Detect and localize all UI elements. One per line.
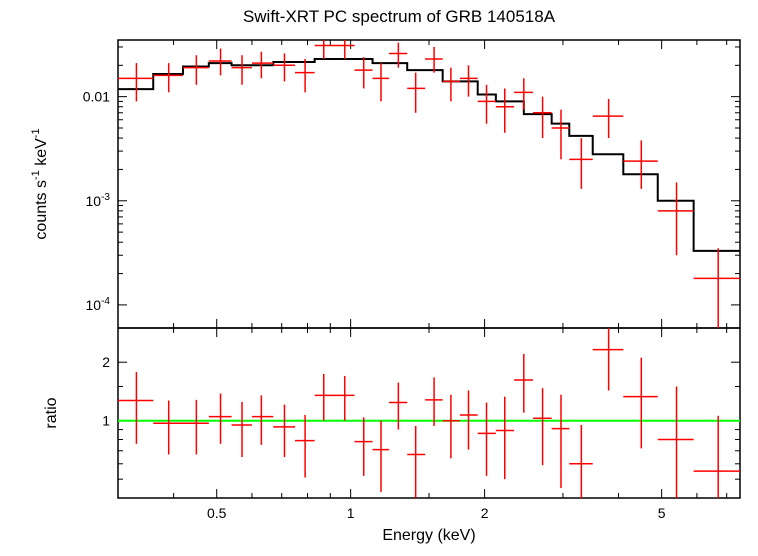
spectrum-chart: Swift-XRT PC spectrum of GRB 140518A 0.5 1… xyxy=(0,0,758,556)
svg-text:0.5: 0.5 xyxy=(207,505,227,521)
svg-text:Swift-XRT PC spectrum of GRB 1: Swift-XRT PC spectrum of GRB 140518A xyxy=(243,7,556,26)
svg-text:2: 2 xyxy=(481,505,489,521)
svg-text:0.01: 0.01 xyxy=(83,89,110,105)
chart-svg: Swift-XRT PC spectrum of GRB 140518A 0.5 1… xyxy=(0,0,758,556)
svg-text:1: 1 xyxy=(102,413,110,429)
svg-text:counts s-1 keV-1: counts s-1 keV-1 xyxy=(30,128,50,239)
svg-text:10-3: 10-3 xyxy=(86,192,111,209)
svg-text:1: 1 xyxy=(347,505,355,521)
svg-text:ratio: ratio xyxy=(43,397,60,428)
svg-text:2: 2 xyxy=(102,354,110,370)
svg-text:10-4: 10-4 xyxy=(86,296,111,313)
svg-text:5: 5 xyxy=(658,505,666,521)
svg-text:Energy (keV): Energy (keV) xyxy=(382,527,475,544)
